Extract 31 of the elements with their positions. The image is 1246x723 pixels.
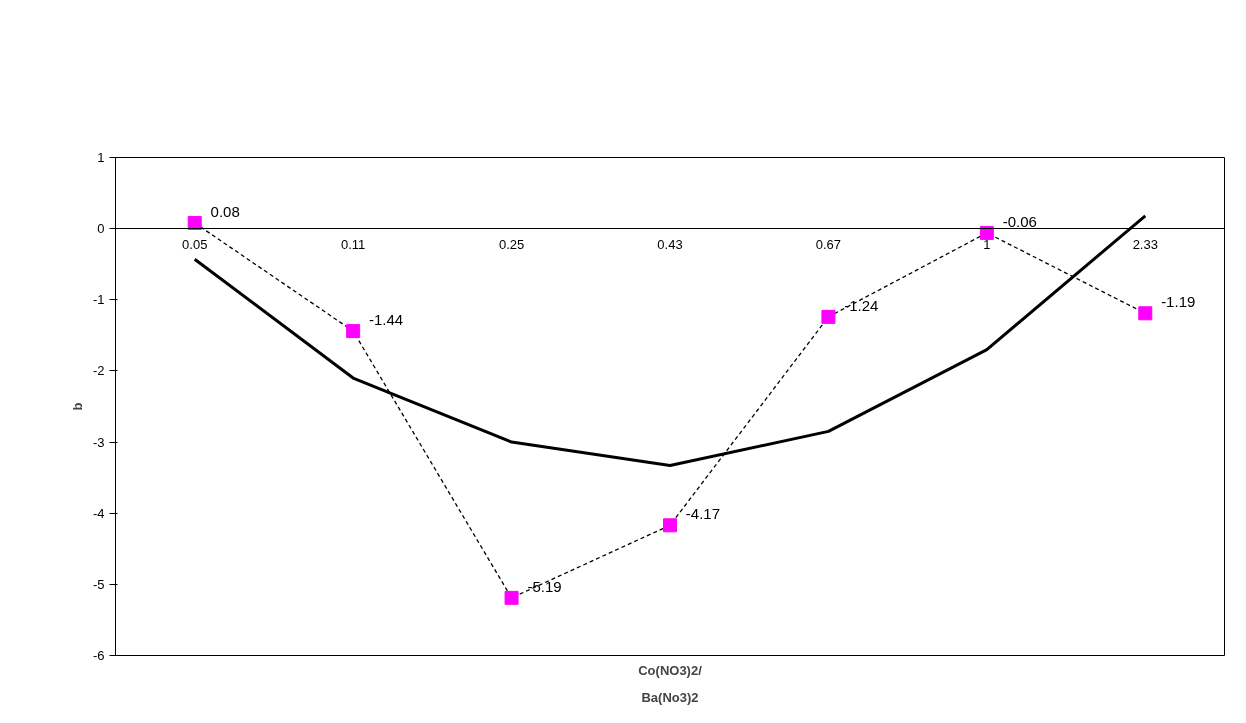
x-tick-label: 0.05 [182,236,208,252]
point [187,215,202,230]
x-tick-label: 2.33 [1132,236,1158,252]
data-label: -1.19 [1161,293,1196,311]
y-axis-title: b [69,402,85,411]
point [1138,306,1153,321]
point [821,309,836,324]
data-label: -0.06 [1002,212,1037,230]
point [346,324,361,339]
data-label: -1.44 [368,311,404,329]
point [504,590,519,605]
x-tick-label: 1 [983,236,991,252]
x-tick-label: 0.11 [340,236,366,252]
x-tick-label: 0.43 [657,236,683,252]
data-label: -5.19 [527,577,562,595]
x-axis-title: Co(NO3)2/ Ba(No3)2 [638,662,703,705]
y-tick-label: -5 [92,576,105,592]
point [979,225,994,240]
data-label: -1.24 [844,296,879,314]
y-tick-label: -4 [92,505,105,521]
point [663,518,677,533]
y-tick-label: -6 [92,648,105,663]
data-label: 0.08 [210,202,240,220]
y-tick-label: -1 [92,292,105,308]
y-tick-label: -3 [92,434,105,450]
y-tick-label: 1 [97,150,105,165]
data-label: -4.17 [685,505,721,523]
y-tick-label: 0 [97,221,105,237]
y-tick-label: -2 [92,363,105,379]
x-tick-label: 0.25 [498,236,525,252]
x-tick-label: 0.67 [815,236,842,252]
